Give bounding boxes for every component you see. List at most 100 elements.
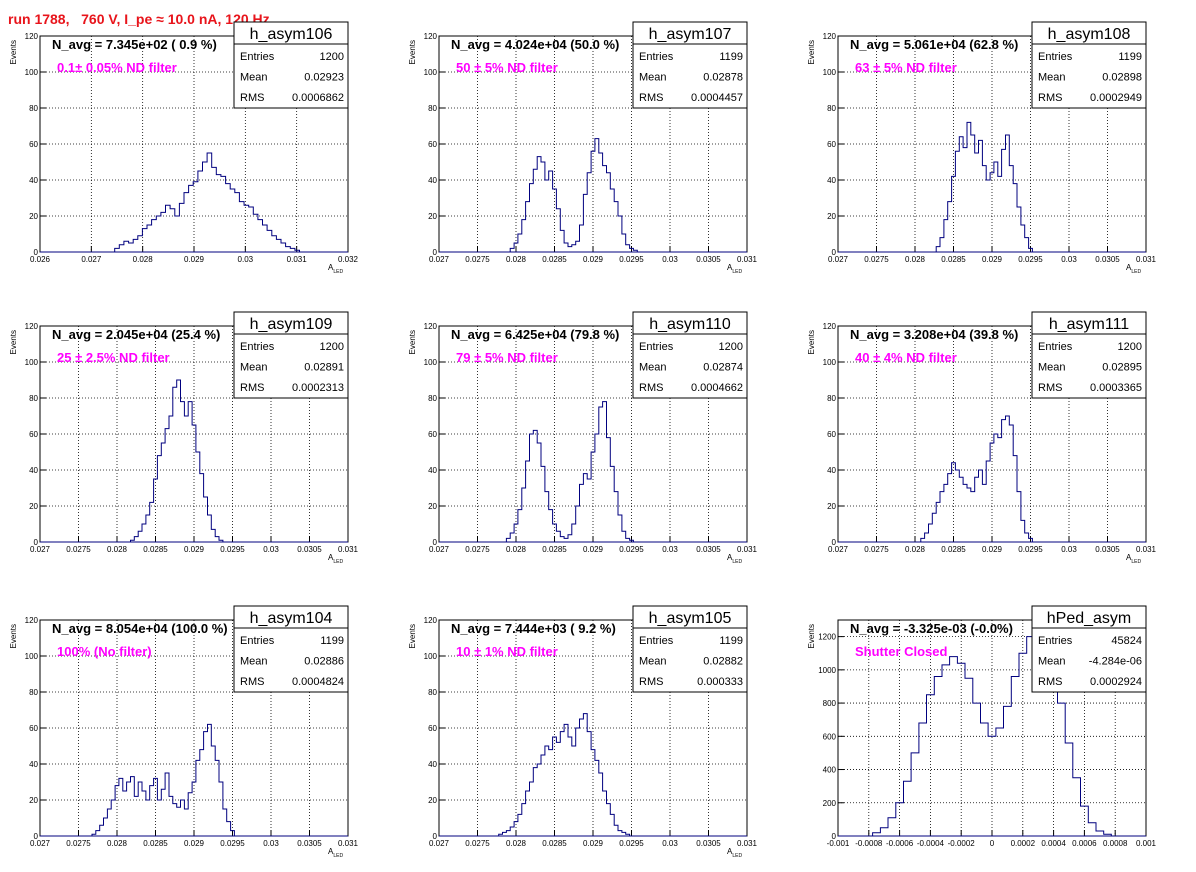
y-tick-label: 80 [29, 104, 38, 113]
x-tick-label: 0.0285 [143, 839, 168, 848]
x-tick-label: 0.031 [737, 545, 758, 554]
y-axis-label: Events [408, 40, 417, 64]
y-tick-label: 800 [823, 699, 837, 708]
stats-label: Mean [1038, 362, 1066, 374]
filter-label: 25 ± 2.5% ND filter [57, 350, 170, 365]
x-tick-label: 0.0004 [1041, 839, 1066, 848]
stats-value: 1199 [320, 635, 344, 647]
stats-value: 0.02886 [304, 656, 344, 668]
stats-value: 1199 [1118, 51, 1142, 63]
hPed_asym-panel: -0.001 -0.0008 -0.0006 -0.0004 -0.0002 0 0.000… [807, 605, 1157, 848]
y-tick-label: 120 [424, 32, 438, 41]
stats-label: Mean [240, 72, 268, 84]
x-tick-label: 0.0275 [864, 255, 889, 264]
x-tick-label: 0.0295 [220, 545, 245, 554]
stats-label: RMS [1038, 382, 1062, 394]
y-tick-label: 400 [823, 766, 837, 775]
x-tick-label: 0.03 [263, 839, 279, 848]
x-axis-label: ALED [328, 553, 343, 565]
y-tick-label: 60 [827, 140, 836, 149]
x-axis-label: ALED [1126, 553, 1141, 565]
stats-label: Entries [639, 341, 674, 353]
stats-value: 1199 [719, 51, 743, 63]
y-tick-label: 20 [428, 502, 437, 511]
n-avg-headline: N_avg = 5.061e+04 (62.8 %) [850, 37, 1018, 52]
histogram-name: h_asym111 [1049, 316, 1129, 333]
y-tick-label: 40 [29, 176, 38, 185]
x-tick-label: -0.001 [827, 839, 850, 848]
y-tick-label: 0 [34, 248, 39, 257]
h_asym108-panel: 0.027 0.0275 0.028 0.0285 0.029 0.0295 0.03 0.0… [807, 21, 1157, 275]
n-avg-headline: N_avg = 8.054e+04 (100.0 %) [52, 621, 228, 636]
y-tick-label: 40 [29, 760, 38, 769]
x-tick-label: 0.0305 [297, 839, 322, 848]
filter-label: Shutter Closed [855, 644, 948, 659]
x-tick-label: 0.027 [30, 839, 51, 848]
stats-label: RMS [1038, 92, 1062, 104]
stats-label: Entries [639, 635, 674, 647]
h_asym104-panel: 0.027 0.0275 0.028 0.0285 0.029 0.0295 0.03 0.0… [9, 605, 359, 859]
histogram-line [498, 713, 631, 836]
y-tick-label: 120 [823, 32, 837, 41]
x-tick-label: 0.032 [338, 255, 359, 264]
histogram-name: h_asym108 [1048, 26, 1131, 43]
y-tick-label: 100 [424, 358, 438, 367]
y-tick-label: 40 [428, 466, 437, 475]
n-avg-headline: N_avg = 4.024e+04 (50.0 %) [451, 37, 619, 52]
y-tick-label: 80 [428, 104, 437, 113]
y-axis-label: Events [408, 330, 417, 354]
stats-box [1031, 605, 1147, 693]
y-tick-label: 120 [823, 322, 837, 331]
x-axis-label: ALED [1126, 263, 1141, 275]
y-tick-label: 60 [29, 140, 38, 149]
stats-box [233, 21, 349, 109]
x-tick-label: 0.029 [982, 545, 1003, 554]
stats-value: 0.02882 [703, 656, 743, 668]
y-tick-label: 60 [428, 430, 437, 439]
histogram-name: h_asym104 [250, 610, 333, 627]
filter-label: 50 ± 5% ND filter [456, 60, 558, 75]
histogram-name: h_asym107 [649, 26, 732, 43]
y-tick-label: 80 [827, 104, 836, 113]
x-tick-label: 0.0285 [542, 545, 567, 554]
x-tick-label: 0.028 [905, 255, 926, 264]
x-tick-label: 0.0275 [864, 545, 889, 554]
stats-value: 0.02891 [304, 362, 344, 374]
x-tick-label: 0.027 [828, 255, 849, 264]
y-tick-label: 0 [433, 248, 438, 257]
y-axis-label: Events [9, 330, 18, 354]
h_asym106-panel: 0.026 0.027 0.028 0.029 0.03 0.031 0.032 0 20 40 6… [9, 21, 359, 275]
histogram-line [872, 629, 1112, 836]
stats-label: RMS [639, 676, 663, 688]
y-tick-label: 100 [823, 358, 837, 367]
stats-label: Entries [639, 51, 674, 63]
y-tick-label: 20 [428, 212, 437, 221]
y-axis-label: Events [9, 40, 18, 64]
y-tick-label: 100 [424, 68, 438, 77]
stats-label: RMS [639, 382, 663, 394]
x-tick-label: 0.028 [506, 255, 527, 264]
histogram-line [505, 401, 634, 542]
h_asym105-panel: 0.027 0.0275 0.028 0.0285 0.029 0.0295 0.03 0.0… [408, 605, 758, 859]
stats-value: 0.02898 [1102, 72, 1142, 84]
x-tick-label: 0.0275 [465, 545, 490, 554]
y-tick-label: 120 [25, 616, 39, 625]
stats-value: 0.0003365 [1090, 382, 1142, 394]
stats-label: RMS [240, 382, 264, 394]
x-tick-label: 0.0305 [1095, 545, 1120, 554]
x-tick-label: 0.0305 [696, 255, 721, 264]
stats-label: Mean [240, 656, 268, 668]
stats-value: 0.0002313 [292, 382, 344, 394]
y-tick-label: 40 [827, 176, 836, 185]
stats-label: Entries [1038, 635, 1073, 647]
histogram-name: h_asym106 [250, 26, 333, 43]
y-axis-label: Events [9, 624, 18, 648]
x-tick-label: -0.0004 [917, 839, 945, 848]
y-tick-label: 200 [823, 799, 837, 808]
y-tick-label: 80 [827, 394, 836, 403]
stats-value: 0.02878 [703, 72, 743, 84]
x-tick-label: 0.028 [506, 839, 527, 848]
y-tick-label: 80 [29, 394, 38, 403]
x-tick-label: 0.03 [662, 255, 678, 264]
